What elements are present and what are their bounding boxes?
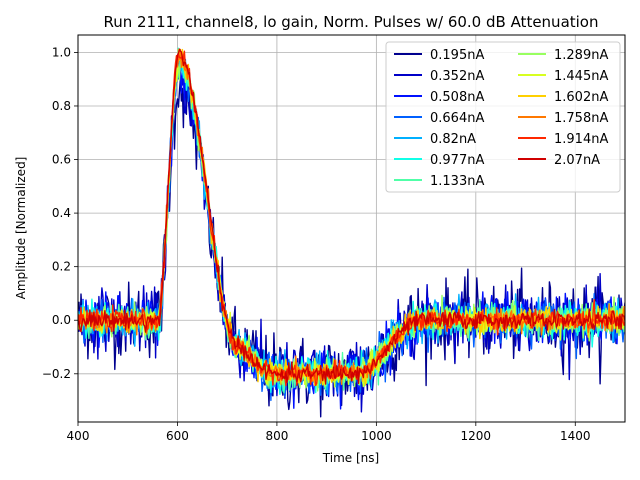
legend-label: 0.195nA	[430, 48, 484, 63]
x-tick-label: 1000	[361, 429, 392, 443]
x-tick-label: 1400	[560, 429, 591, 443]
y-tick-label: 0.4	[52, 206, 71, 220]
x-tick-label: 600	[166, 429, 189, 443]
y-tick-label: 1.0	[52, 45, 71, 59]
x-tick-label: 800	[265, 429, 288, 443]
legend-box	[385, 41, 621, 193]
y-tick-label: 0.8	[52, 99, 71, 113]
legend-label: 1.758nA	[554, 111, 608, 126]
x-axis-label: Time [ns]	[322, 451, 379, 465]
y-axis-label: Amplitude [Normalized]	[14, 157, 28, 300]
legend-label: 0.977nA	[430, 153, 484, 168]
legend-label: 0.82nA	[430, 132, 476, 147]
axis-ticks: 400 600 800 1000 1200 1400 −0.2 0.0 0.2 0.4 0.6 0.8…	[42, 45, 591, 443]
legend-label: 1.133nA	[430, 174, 484, 189]
series-layer	[78, 47, 625, 418]
y-tick-label: 0.2	[52, 260, 71, 274]
series-line-2.07nA	[78, 48, 625, 385]
y-tick-label: −0.2	[42, 367, 71, 381]
plot-frame	[77, 34, 626, 423]
x-tick-label: 400	[67, 429, 90, 443]
legend-label: 0.664nA	[430, 111, 484, 126]
legend-label: 2.07nA	[554, 153, 600, 168]
legend: 0.195nA 0.352nA 0.508nA 0.664nA 0.82nA 0.977n…	[385, 41, 621, 193]
legend-label: 1.602nA	[554, 90, 608, 105]
legend-label: 0.508nA	[430, 90, 484, 105]
legend-label: 1.289nA	[554, 48, 608, 63]
chart-title: Run 2111, channel8, lo gain, Norm. Pulse…	[103, 13, 598, 31]
legend-label: 1.914nA	[554, 132, 608, 147]
x-tick-label: 1200	[461, 429, 492, 443]
y-tick-label: 0.6	[52, 153, 71, 167]
y-tick-label: 0.0	[52, 313, 71, 327]
legend-label: 0.352nA	[430, 69, 484, 84]
legend-label: 1.445nA	[554, 69, 608, 84]
